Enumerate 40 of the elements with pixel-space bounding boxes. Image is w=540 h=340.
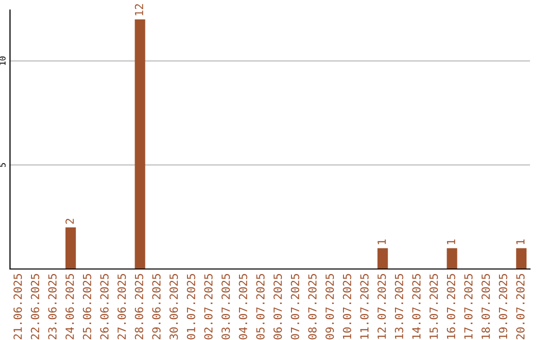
bar <box>65 227 76 269</box>
bar <box>446 248 458 269</box>
x-tick-label: 13.07.2025 <box>394 274 404 339</box>
x-tick-label: 30.06.2025 <box>170 274 178 340</box>
x-tick-label: 19.07.2025 <box>498 274 508 339</box>
x-tick-label: 15.07.2025 <box>430 274 438 339</box>
x-tick-label: 17.07.2025 <box>464 274 473 339</box>
x-tick-label: 14.07.2025 <box>412 274 421 339</box>
x-tick-label: 06.07.2025 <box>274 274 282 340</box>
x-tick-label: 01.07.2025 <box>186 274 196 340</box>
bar <box>516 248 527 269</box>
x-tick-label: 07.07.2025 <box>290 274 300 340</box>
data-label: 1 <box>446 239 456 244</box>
x-tick-label: 12.07.2025 <box>378 274 386 339</box>
x-tick-label: 29.06.2025 <box>152 274 161 340</box>
x-tick-label: 22.06.2025 <box>30 274 40 340</box>
data-label: 1 <box>516 239 524 244</box>
x-tick-label: 05.07.2025 <box>256 274 265 340</box>
x-tick-label: 28.06.2025 <box>134 274 144 340</box>
data-label: 12 <box>134 4 144 16</box>
x-tick-label: 25.06.2025 <box>82 274 92 340</box>
x-tick-label: 18.07.2025 <box>482 274 490 339</box>
bar <box>134 19 146 269</box>
x-tick-label: 27.06.2025 <box>118 274 126 340</box>
x-tick-label: 20.07.2025 <box>516 274 525 340</box>
data-label: 2 <box>66 218 74 224</box>
x-tick-label: 02.07.2025 <box>204 274 213 340</box>
x-tick-label: 08.07.2025 <box>308 274 317 340</box>
x-tick-label: 04.07.2025 <box>238 274 248 340</box>
x-tick-label: 23.06.2025 <box>48 274 57 340</box>
x-tick-label: 10.07.2025 <box>342 274 352 339</box>
x-tick-label: 09.07.2025 <box>326 274 334 340</box>
x-tick-label: 26.06.2025 <box>100 274 109 340</box>
x-tick-label: 24.06.2025 <box>66 274 74 340</box>
data-label: 1 <box>378 239 386 244</box>
x-tick-label: 21.06.2025 <box>14 274 22 340</box>
x-tick-label: 16.07.2025 <box>446 274 456 339</box>
x-tick-label: 03.07.2025 <box>222 274 230 340</box>
bar <box>377 248 388 269</box>
x-tick-label: 11.07.2025 <box>360 274 369 339</box>
